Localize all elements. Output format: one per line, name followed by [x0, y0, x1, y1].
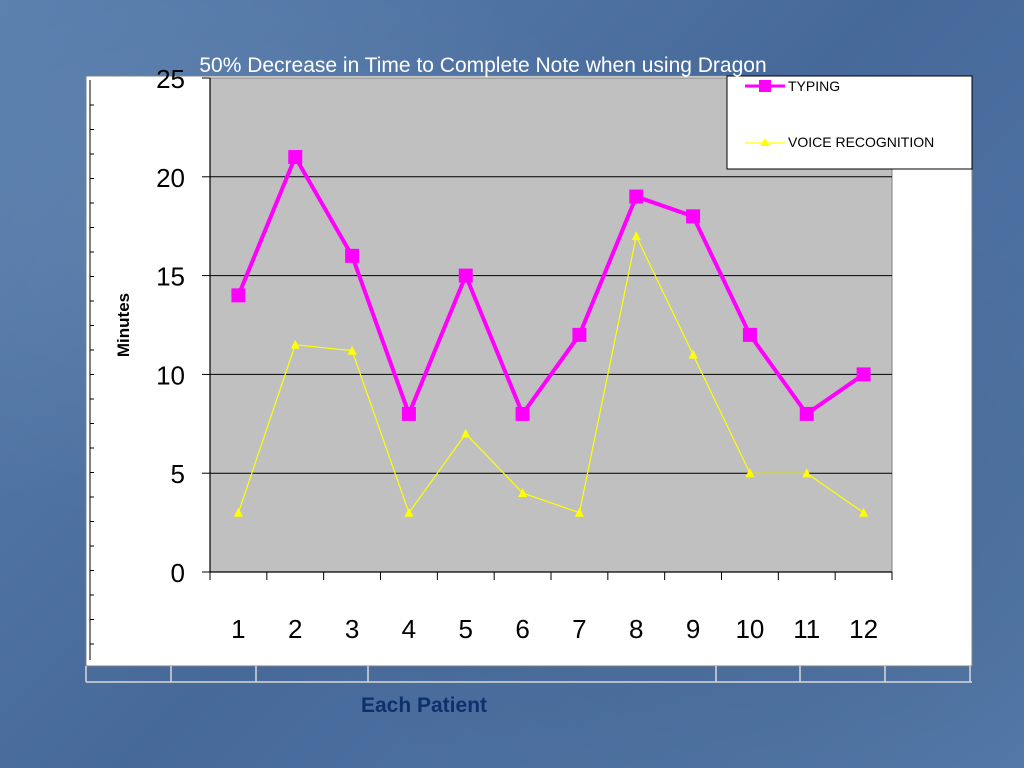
y-tick-label: 15 [156, 262, 185, 292]
data-point [345, 248, 360, 263]
legend-typing-marker [759, 80, 771, 92]
x-axis-label: Each Patient [361, 694, 487, 717]
y-tick-label: 10 [156, 360, 185, 390]
legend-voice-marker [760, 138, 770, 146]
data-point [802, 468, 812, 478]
x-tick-label: 11 [793, 614, 820, 644]
data-point [458, 268, 473, 283]
series-layer [231, 150, 871, 517]
data-point [629, 189, 644, 204]
legend: TYPING VOICE RECOGNITION [726, 75, 973, 170]
data-point [515, 406, 530, 421]
data-point [574, 507, 584, 517]
data-point [572, 327, 587, 342]
y-tick-label: 20 [156, 163, 185, 193]
y-tick-label: 5 [171, 459, 185, 489]
series-typing [231, 150, 871, 421]
data-point [688, 349, 698, 359]
data-point [461, 428, 471, 438]
x-tick-label: 10 [735, 614, 764, 644]
x-tick-label: 9 [686, 614, 700, 644]
series-voice-recognition [233, 231, 869, 517]
x-tick-label: 1 [231, 614, 245, 644]
y-axis-label: Minutes [114, 293, 133, 357]
data-point [401, 406, 416, 421]
data-point [231, 288, 246, 303]
data-point [742, 327, 757, 342]
legend-voice-label: VOICE RECOGNITION [788, 134, 934, 150]
x-tick-label: 8 [629, 614, 643, 644]
x-tick-label: 12 [849, 614, 878, 644]
data-point [233, 507, 243, 517]
data-point [745, 468, 755, 478]
data-point [290, 339, 300, 349]
x-tick-label: 2 [288, 614, 302, 644]
x-tick-label: 6 [515, 614, 529, 644]
y-tick-label: 0 [171, 558, 185, 588]
left-strip-ticks [90, 104, 94, 645]
x-tick-label: 4 [402, 614, 416, 644]
data-point [859, 507, 869, 517]
data-point [856, 367, 871, 382]
y-axis-ticks: 0 5 10 15 20 25 [156, 64, 210, 588]
data-point [631, 231, 641, 241]
x-tick-label: 5 [459, 614, 473, 644]
data-point [404, 507, 414, 517]
x-axis-ticks: 1 2 3 4 5 6 7 8 9 10 11 12 [209, 572, 893, 644]
legend-typing-label: TYPING [788, 78, 840, 94]
x-tick-label: 3 [345, 614, 359, 644]
chart-frame-lines [85, 666, 972, 683]
chart-title: 50% Decrease in Time to Complete Note wh… [199, 54, 766, 77]
data-point [288, 150, 303, 165]
data-point [686, 209, 701, 224]
data-point [347, 345, 357, 355]
y-tick-label: 25 [156, 64, 185, 94]
data-point [799, 406, 814, 421]
series-line [236, 152, 865, 420]
x-tick-label: 7 [572, 614, 586, 644]
series-line [237, 234, 864, 515]
data-point [518, 487, 528, 497]
